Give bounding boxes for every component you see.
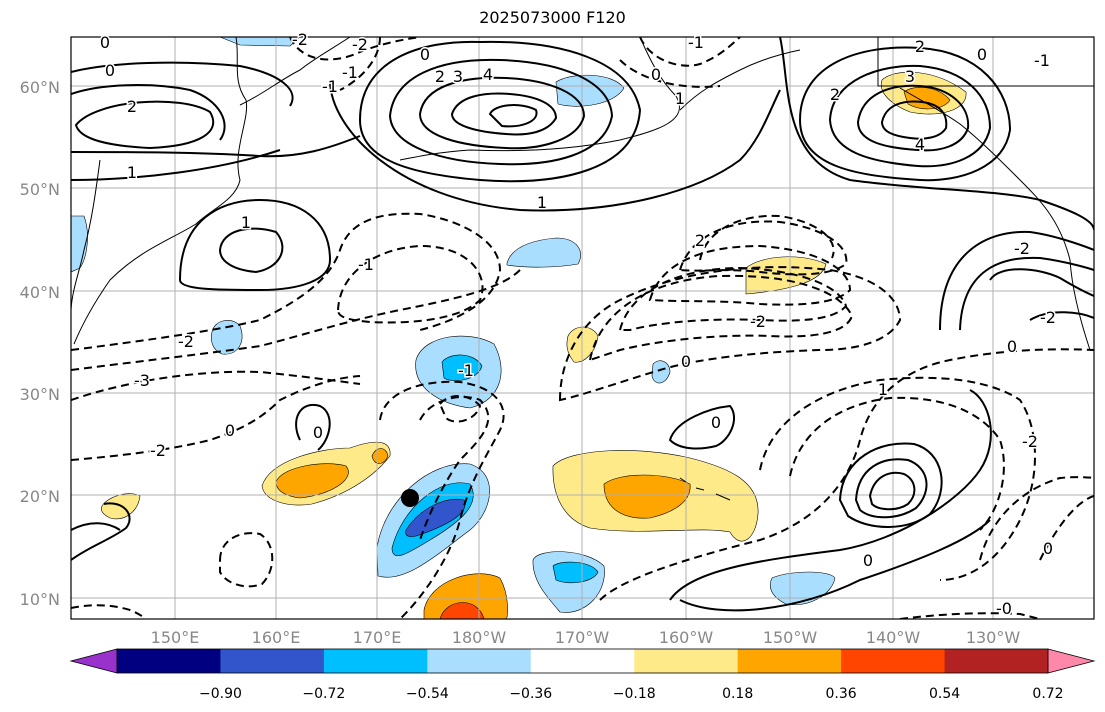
contour-label: 4 [915, 135, 925, 154]
contour-label: -2 [1014, 239, 1030, 258]
contour-label: -1 [358, 255, 374, 274]
colorbar: −0.90 −0.72 −0.54 −0.36 −0.18 0.18 0.36 0.54 0.7… [69, 648, 1096, 702]
contour-label: -2 [292, 30, 308, 49]
colorbar-label: −0.36 [509, 686, 552, 702]
contour-labels: -20-1-202 3 40-121-11-2-3-210122432-1-1-20… [98, 29, 1057, 620]
lon-label: 170°E [353, 628, 402, 647]
colorbar-segment [117, 649, 221, 673]
contour-label: 0 [105, 61, 115, 80]
coastlines [71, 37, 1094, 501]
solid-contours [71, 37, 1094, 612]
lat-label: 50°N [20, 180, 60, 199]
contour-label: 2 [830, 85, 840, 104]
contour-label: -1 [458, 361, 474, 380]
contour-label: 2 [915, 37, 925, 56]
lon-label: 150°E [151, 628, 200, 647]
colorbar-segment [220, 649, 325, 673]
colorbar-segment [427, 649, 532, 673]
lat-label: 60°N [20, 78, 60, 97]
colorbar-label: 0.36 [826, 686, 857, 702]
contour-label: 0 [225, 421, 235, 440]
contour-label: -2 [352, 35, 368, 54]
colorbar-segment [841, 649, 946, 673]
lon-label: 160°W [659, 628, 714, 647]
colorbar-label: 0.54 [929, 686, 960, 702]
contour-label: -2 [150, 441, 166, 460]
contour-label: -1 [1034, 51, 1050, 70]
contour-label: 0 [651, 65, 661, 84]
map-frame [70, 36, 1095, 620]
contour-label: -1 [342, 63, 358, 82]
contour-label: 0 [711, 413, 721, 432]
colorbar-segment [323, 649, 428, 673]
contour-label: 0 [1043, 539, 1053, 558]
contour-label: 1 [127, 163, 137, 182]
colorbar-label: −0.72 [302, 686, 345, 702]
contour-label: -1 [688, 33, 704, 52]
colorbar-label: −0.90 [199, 686, 242, 702]
colorbar-label: 0.72 [1032, 686, 1063, 702]
colorbar-frame [116, 648, 1049, 674]
contour-label: 0 [313, 423, 323, 442]
lon-label: 150°W [763, 628, 818, 647]
contour-label: -2 [750, 312, 766, 331]
contour-label: -3 [134, 371, 150, 390]
colorbar-segment [530, 649, 635, 673]
contour-label: 0 [420, 45, 430, 64]
latitude-labels: 60°N 50°N 40°N 30°N 20°N 10°N [20, 78, 60, 609]
colorbar-max-arrow [1047, 648, 1096, 674]
colorbar-label: −0.18 [613, 686, 656, 702]
colorbar-label: 0.18 [722, 686, 753, 702]
colorbar-min-arrow [69, 648, 118, 674]
contour-label: 4 [483, 65, 493, 84]
contour-label: -0 [996, 599, 1012, 618]
contour-label: 2 [695, 231, 705, 250]
contour-label: -2 [1022, 432, 1038, 451]
contour-label: -1 [322, 77, 338, 96]
lat-label: 30°N [20, 385, 60, 404]
contour-label: 0 [1007, 337, 1017, 356]
dashed-contours [71, 37, 1094, 619]
lat-label: 40°N [20, 283, 60, 302]
contour-label: 1 [878, 380, 888, 399]
contour-label: 0 [100, 33, 110, 52]
contour-label: 0 [977, 45, 987, 64]
lon-label: 170°W [555, 628, 610, 647]
lat-label: 20°N [20, 487, 60, 506]
contour-label: 0 [863, 551, 873, 570]
lat-label: 10°N [20, 590, 60, 609]
contour-label: 1 [675, 89, 685, 108]
colorbar-segment [944, 649, 1049, 673]
colorbar-segment [737, 649, 842, 673]
contour-label: 2 [127, 97, 137, 116]
contour-label: 3 [453, 67, 463, 86]
colorbar-segment [634, 649, 739, 673]
contour-label: 1 [537, 193, 547, 212]
colorbar-label: −0.54 [406, 686, 449, 702]
contour-label: 0 [681, 352, 691, 371]
lon-label: 130°W [966, 628, 1021, 647]
contour-label: 3 [905, 67, 915, 86]
lon-label: 160°E [252, 628, 301, 647]
lon-label: 140°W [866, 628, 921, 647]
contour-label: 1 [241, 213, 251, 232]
location-marker [401, 489, 419, 507]
longitude-labels: 150°E 160°E 170°E 180°W 170°W 160°W 150°… [151, 628, 1021, 647]
lon-label: 180°W [452, 628, 507, 647]
figure-title: 2025073000 F120 [479, 8, 626, 27]
contour-label: 2 [435, 67, 445, 86]
contour-label: -2 [178, 332, 194, 351]
contour-label: -2 [1040, 308, 1056, 327]
